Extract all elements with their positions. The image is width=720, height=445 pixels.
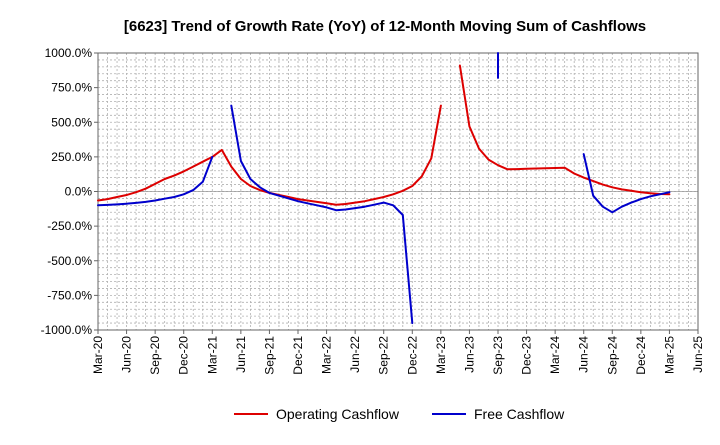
y-tick-label: -750.0% bbox=[47, 288, 92, 302]
series-line-free-cashflow bbox=[97, 155, 214, 207]
series-line-free-cashflow bbox=[230, 104, 414, 325]
x-tick-label: Sep-21 bbox=[262, 336, 276, 375]
chart-title: [6623] Trend of Growth Rate (YoY) of 12-… bbox=[124, 18, 646, 35]
y-tick-label: 0.0% bbox=[65, 185, 93, 199]
y-tick-label: -1000.0% bbox=[41, 323, 93, 337]
x-tick-label: Sep-22 bbox=[377, 336, 391, 375]
x-tick-label: Jun-22 bbox=[348, 336, 362, 373]
y-tick-label: 250.0% bbox=[51, 150, 92, 164]
x-tick-label: Jun-24 bbox=[577, 336, 591, 373]
x-tick-label: Jun-25 bbox=[691, 336, 705, 373]
y-tick-label: 1000.0% bbox=[45, 46, 93, 60]
x-tick-label: Mar-23 bbox=[434, 336, 448, 374]
x-tick-label: Dec-22 bbox=[405, 336, 419, 375]
legend: Operating Cashflow Free Cashflow bbox=[234, 406, 565, 422]
y-tick-label: -250.0% bbox=[47, 219, 92, 233]
y-tick-label: 750.0% bbox=[51, 81, 92, 95]
x-tick-label: Mar-22 bbox=[320, 336, 334, 374]
y-tick-label: -500.0% bbox=[47, 254, 92, 268]
legend-label-operating-cashflow: Operating Cashflow bbox=[276, 406, 400, 422]
x-tick-label: Sep-23 bbox=[491, 336, 505, 375]
x-tick-label: Dec-21 bbox=[291, 336, 305, 375]
x-tick-label: Mar-20 bbox=[91, 336, 105, 374]
series-line-operating-cashflow bbox=[458, 64, 671, 196]
series-layer bbox=[97, 52, 671, 325]
x-tick-label: Mar-24 bbox=[548, 336, 562, 374]
x-tick-label: Mar-21 bbox=[205, 336, 219, 374]
y-tick-label: 500.0% bbox=[51, 115, 92, 129]
x-tick-label: Jun-23 bbox=[462, 336, 476, 373]
x-tick-label: Dec-24 bbox=[634, 336, 648, 375]
series-line-free-cashflow bbox=[582, 153, 671, 214]
x-tick-label: Sep-20 bbox=[148, 336, 162, 375]
grid-layer bbox=[97, 52, 699, 331]
axes-layer: 1000.0% 750.0% 500.0% 250.0% 0.0% -250.0% -500… bbox=[41, 46, 705, 375]
x-tick-label: Mar-25 bbox=[662, 336, 676, 374]
x-tick-label: Jun-20 bbox=[120, 336, 134, 373]
legend-label-free-cashflow: Free Cashflow bbox=[474, 406, 565, 422]
x-tick-label: Sep-24 bbox=[605, 336, 619, 375]
x-tick-label: Jun-21 bbox=[234, 336, 248, 373]
x-tick-label: Dec-20 bbox=[177, 336, 191, 375]
x-tick-label: Dec-23 bbox=[520, 336, 534, 375]
